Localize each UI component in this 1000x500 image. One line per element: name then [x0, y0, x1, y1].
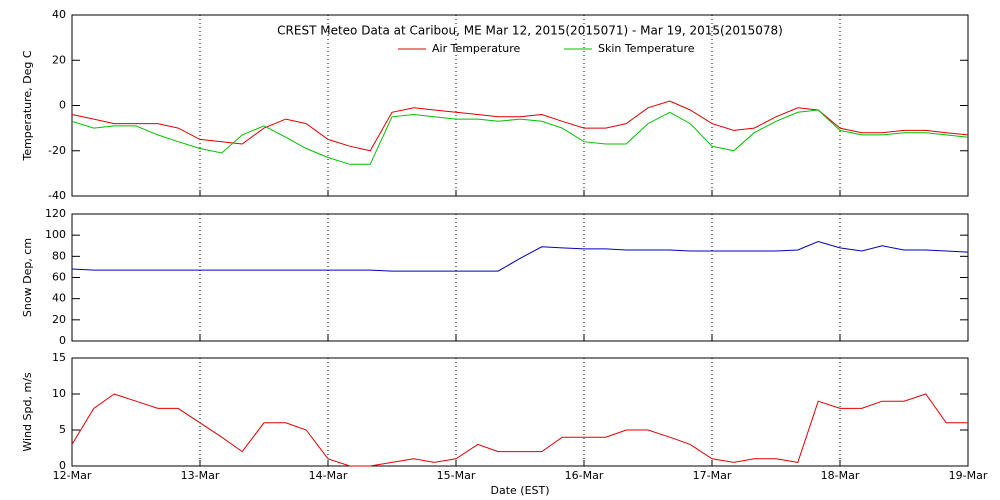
y-tick-label: 120 — [45, 207, 66, 220]
x-tick-label: 18-Mar — [821, 469, 860, 482]
y-tick-label: 40 — [52, 292, 66, 305]
y-tick-label: -40 — [48, 189, 66, 202]
data-line — [71, 100, 969, 152]
panel-frame — [71, 357, 969, 467]
y-tick-label: 0 — [59, 99, 66, 112]
x-tick-label: 13-Mar — [181, 469, 220, 482]
y-tick-label: 15 — [52, 351, 66, 364]
legend-label: Air Temperature — [432, 42, 521, 55]
x-tick-label: 14-Mar — [309, 469, 348, 482]
x-tick-label: 15-Mar — [437, 469, 476, 482]
x-tick-label: 16-Mar — [565, 469, 604, 482]
x-tick-label: 17-Mar — [693, 469, 732, 482]
y-tick-label: 40 — [52, 8, 66, 21]
y-tick-label: 0 — [59, 459, 66, 472]
y-tick-label: 20 — [52, 53, 66, 66]
panel-frame — [71, 213, 969, 342]
y-tick-label: 80 — [52, 249, 66, 262]
data-line — [71, 240, 969, 272]
y-tick-label: 100 — [45, 228, 66, 241]
x-tick-label: 12-Mar — [53, 469, 92, 482]
y-tick-label: -20 — [48, 144, 66, 157]
y-axis-label: Temperature, Deg C — [21, 50, 34, 161]
y-tick-label: 10 — [52, 387, 66, 400]
y-axis-label: Snow Dep, cm — [21, 238, 34, 317]
y-axis-label: Wind Spd, m/s — [21, 372, 34, 452]
data-line — [71, 109, 969, 165]
chart-title: CREST Meteo Data at Caribou, ME Mar 12, … — [277, 24, 783, 38]
legend-label: Skin Temperature — [598, 42, 695, 55]
y-tick-label: 5 — [59, 423, 66, 436]
y-tick-label: 60 — [52, 271, 66, 284]
x-tick-label: 19-Mar — [949, 469, 988, 482]
y-tick-label: 0 — [59, 334, 66, 347]
data-line — [71, 393, 968, 467]
y-tick-label: 20 — [52, 313, 66, 326]
x-axis-label: Date (EST) — [490, 484, 549, 497]
